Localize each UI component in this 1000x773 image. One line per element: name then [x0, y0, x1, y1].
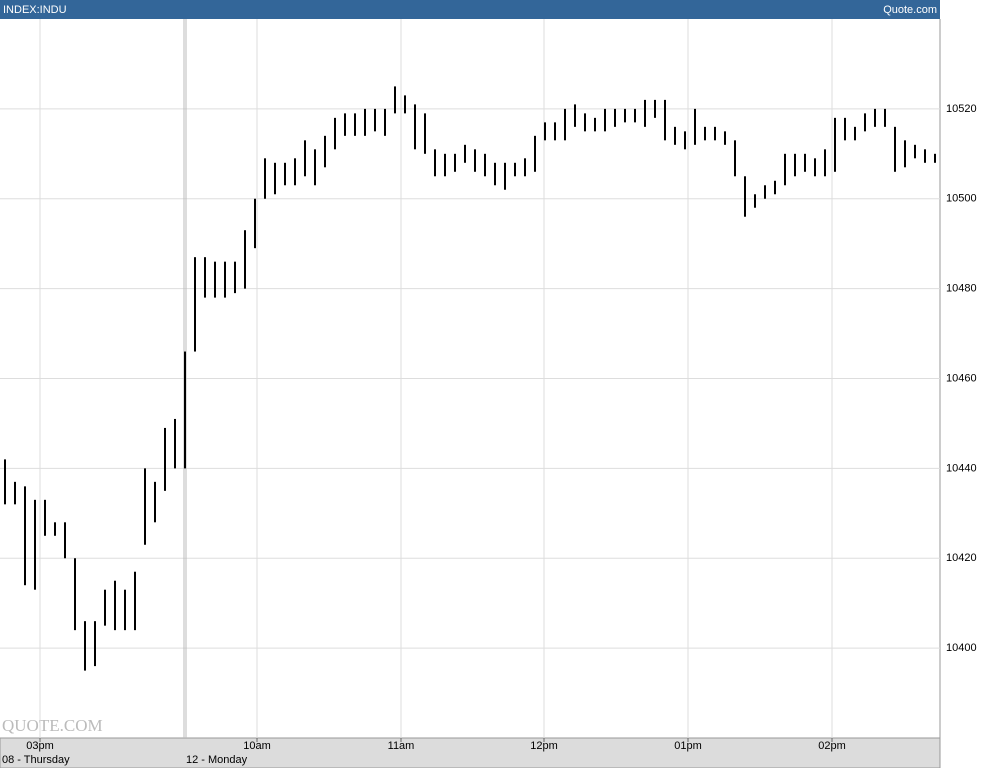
watermark: QUOTE.COM: [2, 716, 103, 735]
y-tick-label: 10480: [946, 283, 977, 295]
day-label: 08 - Thursday: [2, 754, 70, 766]
x-tick-label: 10am: [243, 740, 271, 752]
y-tick-label: 10520: [946, 103, 977, 115]
x-tick-label: 02pm: [818, 740, 846, 752]
y-tick-label: 10440: [946, 462, 977, 474]
y-tick-label: 10500: [946, 193, 977, 205]
y-tick-label: 10420: [946, 552, 977, 564]
x-tick-label: 01pm: [674, 740, 702, 752]
y-tick-label: 10400: [946, 642, 977, 654]
header-source: Quote.com: [883, 4, 937, 16]
header-bar: [0, 0, 940, 19]
x-axis-band: [0, 737, 941, 769]
x-tick-label: 12pm: [530, 740, 558, 752]
bars: [4, 86, 936, 671]
x-tick-label: 11am: [388, 740, 415, 752]
day-label: 12 - Monday: [186, 754, 248, 766]
y-tick-label: 10460: [946, 372, 977, 384]
x-tick-label: 03pm: [26, 740, 54, 752]
header-symbol: INDEX:INDU: [3, 4, 67, 16]
